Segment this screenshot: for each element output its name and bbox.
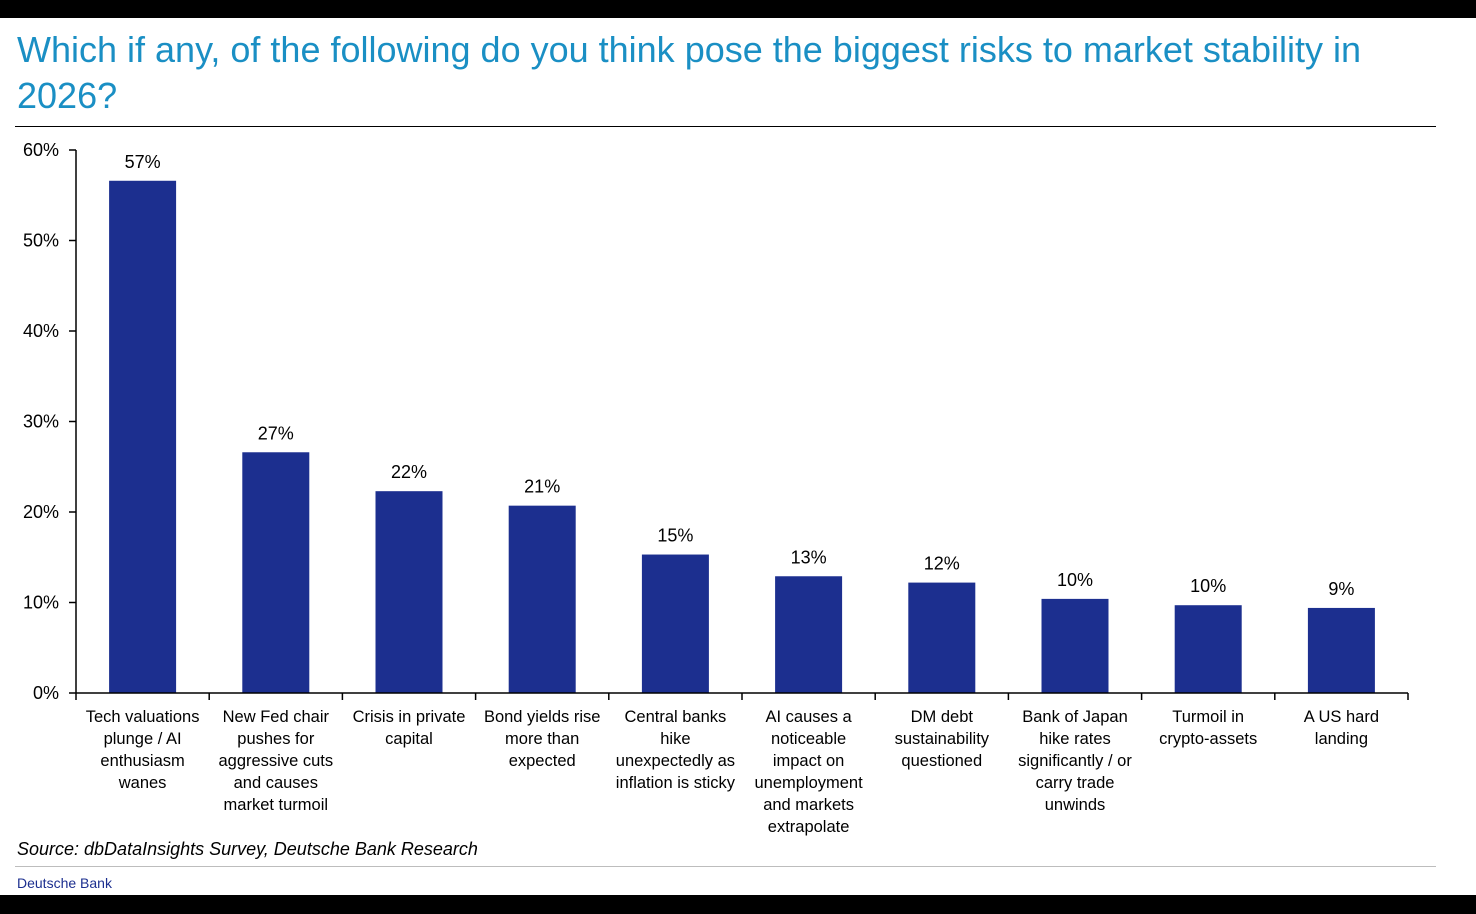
bar-value-label: 10%: [1190, 576, 1226, 596]
bar: [1041, 598, 1109, 693]
brand-label: Deutsche Bank: [17, 875, 112, 891]
bar-value-label: 12%: [924, 554, 960, 574]
bar-value-label: 10%: [1057, 570, 1093, 590]
title-divider: [15, 126, 1436, 127]
category-label: Bond yields rise more than expected: [483, 708, 601, 770]
bar: [375, 491, 443, 693]
bar: [1307, 607, 1375, 693]
bottom-black-band: [0, 895, 1476, 914]
category-label: Central banks hike unexpectedly as infla…: [615, 708, 736, 792]
bar-value-label: 27%: [258, 423, 294, 443]
category-label: Crisis in private capital: [352, 708, 466, 748]
bar-value-label: 15%: [657, 526, 693, 546]
top-black-band: [0, 0, 1476, 18]
bar: [641, 554, 709, 693]
y-tick-label: 50%: [23, 231, 59, 251]
y-tick-label: 0%: [33, 683, 59, 700]
bar: [508, 505, 576, 693]
chart-title: Which if any, of the following do you th…: [17, 29, 1361, 116]
y-tick-label: 10%: [23, 593, 59, 613]
bar: [242, 452, 310, 693]
category-label: Tech valuations plunge / AI enthusiasm w…: [85, 708, 200, 792]
footer-divider: [15, 866, 1436, 867]
y-tick-label: 20%: [23, 502, 59, 522]
bar-value-label: 13%: [791, 547, 827, 567]
category-label: DM debt sustainability questioned: [894, 708, 990, 770]
source-note: Source: dbDataInsights Survey, Deutsche …: [17, 839, 478, 859]
category-label: AI causes a noticeable impact on unemplo…: [754, 708, 863, 836]
bar: [775, 576, 843, 693]
category-label: New Fed chair pushes for aggressive cuts…: [218, 708, 334, 814]
y-tick-label: 30%: [23, 412, 59, 432]
bar-value-label: 22%: [391, 462, 427, 482]
bar: [1174, 605, 1242, 693]
bar: [109, 180, 177, 693]
y-tick-label: 60%: [23, 140, 59, 160]
bar-value-label: 9%: [1328, 579, 1354, 599]
category-label: Bank of Japan hike rates significantly /…: [1018, 708, 1132, 814]
bar: [908, 582, 976, 693]
y-tick-label: 40%: [23, 321, 59, 341]
bar-value-label: 21%: [524, 477, 560, 497]
category-label: A US hard landing: [1303, 708, 1379, 748]
bar-chart: 0% 10% 20% 30% 40% 50% 60% 57% 27% 22% 21% 15% 13% 12…: [23, 140, 1409, 700]
category-label: Turmoil in crypto-assets: [1159, 708, 1258, 748]
bar-value-label: 57%: [125, 152, 161, 172]
